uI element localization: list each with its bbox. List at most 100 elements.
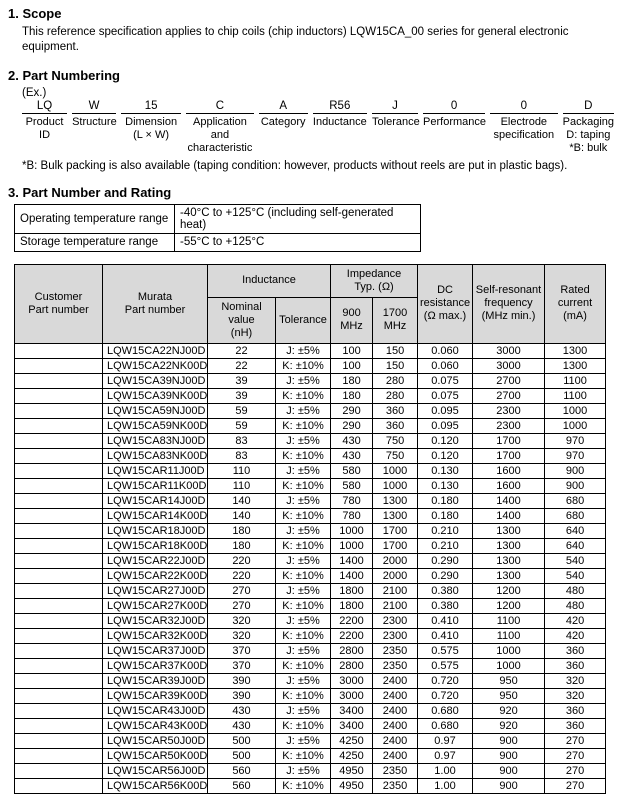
table-cell: 2100 <box>372 597 419 614</box>
table-cell: K: ±10% <box>274 477 332 494</box>
table-row: LQW15CA59NK00D 59 K: ±10% 290 360 0.095 2300 10… <box>14 417 607 434</box>
table-cell: 900 <box>472 747 546 764</box>
code-col-electrode: 0 Electrode specification <box>490 100 558 155</box>
table-cell: J: ±5% <box>274 462 332 479</box>
temp-range-value: -40°C to +125°C (including self-generate… <box>174 203 421 234</box>
table-cell: 900 <box>544 477 607 494</box>
table-cell: 180 <box>330 372 374 389</box>
table-cell: 680 <box>544 507 607 524</box>
table-row: LQW15CAR18J00D 180 J: ±5% 1000 1700 0.210 1300… <box>14 522 607 539</box>
col-header-self-resonant: Self-resonant frequency (MHz min.) <box>472 263 546 344</box>
table-cell: 370 <box>207 657 276 674</box>
code-col-performance: 0 Performance <box>423 100 486 155</box>
table-cell: 480 <box>544 582 607 599</box>
table-cell: 1000 <box>544 417 607 434</box>
temperature-table: Operating temperature range -40°C to +12… <box>14 203 421 252</box>
table-cell <box>14 702 103 719</box>
table-cell: 500 <box>207 732 276 749</box>
table-row: LQW15CA83NK00D 83 K: ±10% 430 750 0.120 1700 97… <box>14 447 607 464</box>
table-cell: 2300 <box>372 627 419 644</box>
table-cell: 0.120 <box>417 432 474 449</box>
col-header-customer: Customer Part number <box>14 263 103 344</box>
table-cell: 2350 <box>372 777 419 794</box>
table-cell: 59 <box>207 402 276 419</box>
table-cell: 0.97 <box>417 732 474 749</box>
table-cell: 750 <box>372 432 419 449</box>
table-cell: J: ±5% <box>274 522 332 539</box>
table-cell: LQW15CA22NJ00D <box>102 342 208 359</box>
table-cell: 2100 <box>372 582 419 599</box>
table-cell: 1000 <box>372 477 419 494</box>
table-cell: 1300 <box>372 507 419 524</box>
table-cell: 360 <box>544 642 607 659</box>
table-row: Operating temperature range -40°C to +12… <box>14 203 421 234</box>
table-cell: 360 <box>544 717 607 734</box>
code-value: LQ <box>22 100 68 114</box>
table-cell: 2000 <box>372 552 419 569</box>
table-cell: 0.095 <box>417 402 474 419</box>
table-cell: 1000 <box>330 537 374 554</box>
table-cell: LQW15CA39NJ00D <box>102 372 208 389</box>
table-cell: 0.97 <box>417 747 474 764</box>
table-cell: 2400 <box>372 717 419 734</box>
code-col-application: C Application and characteristic <box>186 100 254 155</box>
table-cell: 1100 <box>472 612 546 629</box>
table-cell: 2800 <box>330 642 374 659</box>
table-row: LQW15CAR56J00D 560 J: ±5% 4950 2350 1.00 900 27… <box>14 762 607 779</box>
table-cell <box>14 597 103 614</box>
table-cell: 540 <box>544 567 607 584</box>
table-cell <box>14 612 103 629</box>
table-cell: 1400 <box>472 507 546 524</box>
table-cell: LQW15CAR18K00D <box>102 537 208 554</box>
table-cell: 110 <box>207 477 276 494</box>
table-cell <box>14 372 103 389</box>
table-cell: LQW15CA59NJ00D <box>102 402 208 419</box>
table-cell: 0.060 <box>417 342 474 359</box>
header-row: Customer Part number Murata Part number … <box>14 263 607 344</box>
table-cell: 140 <box>207 507 276 524</box>
code-label: Product ID <box>25 115 64 141</box>
table-cell: 430 <box>330 432 374 449</box>
table-cell: LQW15CAR39J00D <box>102 672 208 689</box>
table-cell: LQW15CAR14K00D <box>102 507 208 524</box>
code-label: Tolerance <box>372 115 420 128</box>
table-cell: 560 <box>207 777 276 794</box>
table-cell: 580 <box>330 462 374 479</box>
table-cell: 2300 <box>472 402 546 419</box>
table-cell: 2200 <box>330 612 374 629</box>
table-cell: 100 <box>330 357 374 374</box>
table-cell: 900 <box>472 762 546 779</box>
table-cell: 360 <box>544 657 607 674</box>
table-cell: LQW15CAR14J00D <box>102 492 208 509</box>
table-cell: 2400 <box>372 672 419 689</box>
table-row: LQW15CAR50J00D 500 J: ±5% 4250 2400 0.97 900 27… <box>14 732 607 749</box>
table-cell: J: ±5% <box>274 402 332 419</box>
table-row: LQW15CA39NJ00D 39 J: ±5% 180 280 0.075 2700 110… <box>14 372 607 389</box>
table-cell: 780 <box>330 507 374 524</box>
table-cell: 100 <box>330 342 374 359</box>
table-cell: 640 <box>544 537 607 554</box>
table-cell <box>14 537 103 554</box>
table-cell: 1000 <box>372 462 419 479</box>
table-cell: 320 <box>207 627 276 644</box>
table-cell: 1400 <box>330 567 374 584</box>
table-cell: 4950 <box>330 762 374 779</box>
table-cell: 500 <box>207 747 276 764</box>
code-col-structure: W Structure <box>72 100 117 155</box>
table-cell: 0.060 <box>417 357 474 374</box>
table-cell: 0.290 <box>417 567 474 584</box>
table-cell: 2300 <box>472 417 546 434</box>
table-cell: 3000 <box>472 357 546 374</box>
code-col-tolerance: J Tolerance <box>372 100 420 155</box>
table-cell: 0.290 <box>417 552 474 569</box>
table-row: LQW15CA59NJ00D 59 J: ±5% 290 360 0.095 2300 100… <box>14 402 607 419</box>
table-cell: 150 <box>372 357 419 374</box>
table-cell: K: ±10% <box>274 537 332 554</box>
table-cell: 4250 <box>330 732 374 749</box>
table-cell: 1700 <box>372 522 419 539</box>
table-cell: 360 <box>372 417 419 434</box>
table-cell: 950 <box>472 687 546 704</box>
table-cell: LQW15CAR32K00D <box>102 627 208 644</box>
table-cell: 1300 <box>544 342 607 359</box>
